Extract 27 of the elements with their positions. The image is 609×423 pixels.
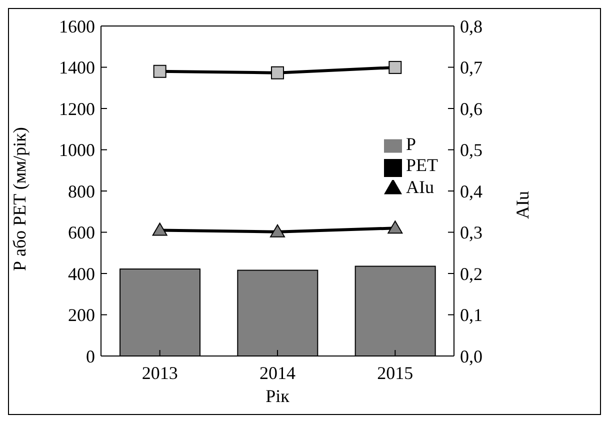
y-tick-label: 1400 [59,58,95,78]
legend-label: P [406,134,416,154]
y-tick-label: 1600 [59,16,95,36]
y-tick-label: 0 [86,346,95,366]
y2-tick-label: 0,6 [460,98,482,119]
y2-tick-label: 0,4 [460,181,482,202]
y-tick-label: 800 [68,181,95,202]
y2-tick-label: 0,3 [460,222,482,243]
y-axis-title: Р або PET (мм/рік) [9,127,30,271]
y2-tick-label: 0,7 [460,58,482,78]
y-tick-label: 400 [68,264,95,284]
y-tick-label: 1200 [59,98,95,119]
y2-tick-label: 0,5 [460,140,482,160]
y2-tick-label: 0,1 [460,305,482,326]
x-tick-label: 2015 [377,362,414,383]
x-tick-label: 2014 [259,362,296,383]
y-tick-label: 200 [68,305,95,326]
legend-label: PET [406,155,438,176]
y2-axis-title: AIu [512,191,532,219]
x-axis-title: Рік [266,386,290,406]
y-tick-label: 600 [68,222,95,243]
y-tick-label: 1000 [59,140,95,160]
y2-tick-label: 0,8 [460,16,482,36]
x-tick-label: 2013 [142,362,178,383]
y2-tick-label: 0,0 [460,346,482,366]
legend-label: AIu [406,176,434,197]
y2-tick-label: 0,2 [460,264,482,284]
